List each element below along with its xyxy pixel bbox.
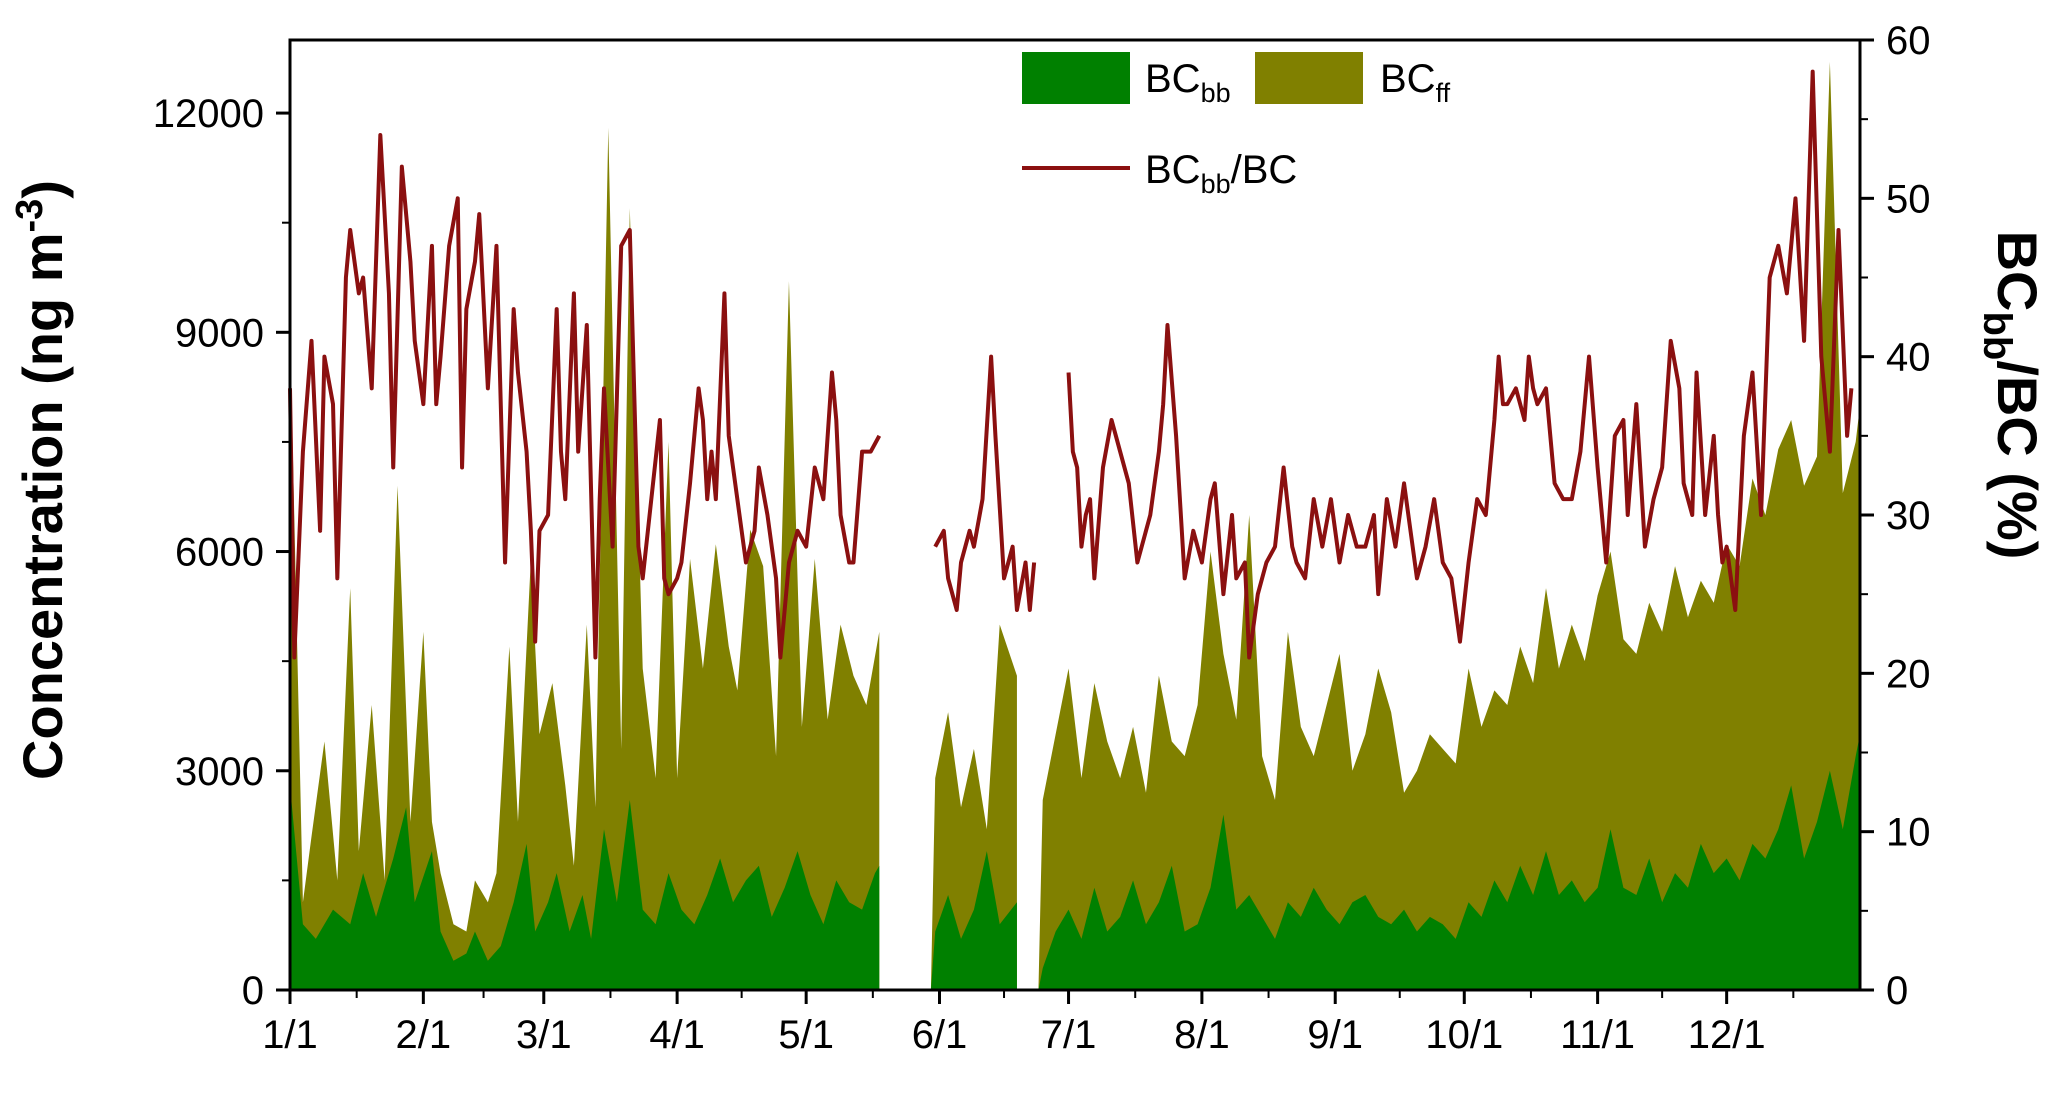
x-tick-label: 9/1 (1307, 1013, 1363, 1057)
legend-label-bcff: BCff (1380, 57, 1451, 108)
x-tick-label: 1/1 (262, 1013, 318, 1057)
y-right-title-tail: /BC (%) (1986, 360, 2049, 559)
y-left-title-main: Concentration (ng m (11, 232, 74, 780)
y-left-tick-label: 12000 (153, 92, 264, 136)
legend: BCbb BCff BCbb/BC (1022, 52, 1451, 199)
x-tick-label: 6/1 (912, 1013, 968, 1057)
y-axis-left-title: Concentration (ng m-3) (9, 180, 74, 780)
legend-ratio-tail: /BC (1231, 148, 1298, 192)
x-tick-label: 10/1 (1425, 1013, 1503, 1057)
y-axis-right: 0 10 20 30 40 50 60 (1860, 19, 1931, 1013)
legend-swatch-bcbb (1022, 52, 1130, 104)
y-left-tick-label: 3000 (175, 750, 264, 794)
y-right-tick-label: 20 (1886, 652, 1931, 696)
legend-ratio-sub: bb (1201, 169, 1231, 199)
area-bcbb (290, 734, 1860, 990)
x-tick-label: 2/1 (396, 1013, 452, 1057)
x-tick-label: 12/1 (1688, 1013, 1766, 1057)
y-left-title-sup: -3 (9, 199, 51, 233)
legend-label-ratio: BCbb/BC (1145, 148, 1297, 199)
y-axis-right-title: BCbb/BC (%) (1975, 231, 2049, 560)
line-ratio-segment (933, 354, 1037, 612)
y-right-tick-label: 50 (1886, 177, 1931, 221)
area-layer (290, 61, 1860, 990)
x-tick-label: 4/1 (649, 1013, 705, 1057)
x-tick-label: 11/1 (1560, 1013, 1635, 1057)
y-left-tick-label: 6000 (175, 531, 264, 575)
y-right-tick-label: 10 (1886, 811, 1931, 855)
line-ratio-segment (288, 133, 882, 660)
x-axis: 1/1 2/1 3/1 4/1 5/1 6/1 7/1 8/1 9/1 10/1 11/1 12/1 (262, 990, 1795, 1057)
legend-bcbb-sub: bb (1201, 78, 1231, 108)
y-left-title-tail: ) (11, 180, 74, 199)
legend-bcff-main: BC (1380, 57, 1436, 101)
y-left-tick-label: 0 (242, 969, 264, 1013)
x-tick-label: 5/1 (778, 1013, 834, 1057)
y-right-title-main: BC (1986, 231, 2049, 312)
x-tick-label: 7/1 (1041, 1013, 1097, 1057)
y-right-tick-label: 30 (1886, 494, 1931, 538)
y-right-tick-label: 60 (1886, 19, 1931, 63)
x-tick-label: 3/1 (516, 1013, 572, 1057)
y-right-tick-label: 40 (1886, 336, 1931, 380)
y-axis-left: 0 3000 6000 9000 12000 (153, 92, 290, 1013)
line-ratio-segment (1066, 69, 1854, 660)
y-right-title-sub: bb (1975, 311, 2019, 360)
x-tick-label: 8/1 (1174, 1013, 1230, 1057)
legend-bcff-sub: ff (1436, 78, 1451, 108)
legend-ratio-main: BC (1145, 148, 1201, 192)
y-left-tick-label: 9000 (175, 311, 264, 355)
y-right-tick-label: 0 (1886, 969, 1908, 1013)
legend-label-bcbb: BCbb (1145, 57, 1231, 108)
area-bcff (290, 61, 1860, 990)
legend-bcbb-main: BC (1145, 57, 1201, 101)
legend-swatch-bcff (1255, 52, 1363, 104)
line-layer (288, 69, 1854, 660)
